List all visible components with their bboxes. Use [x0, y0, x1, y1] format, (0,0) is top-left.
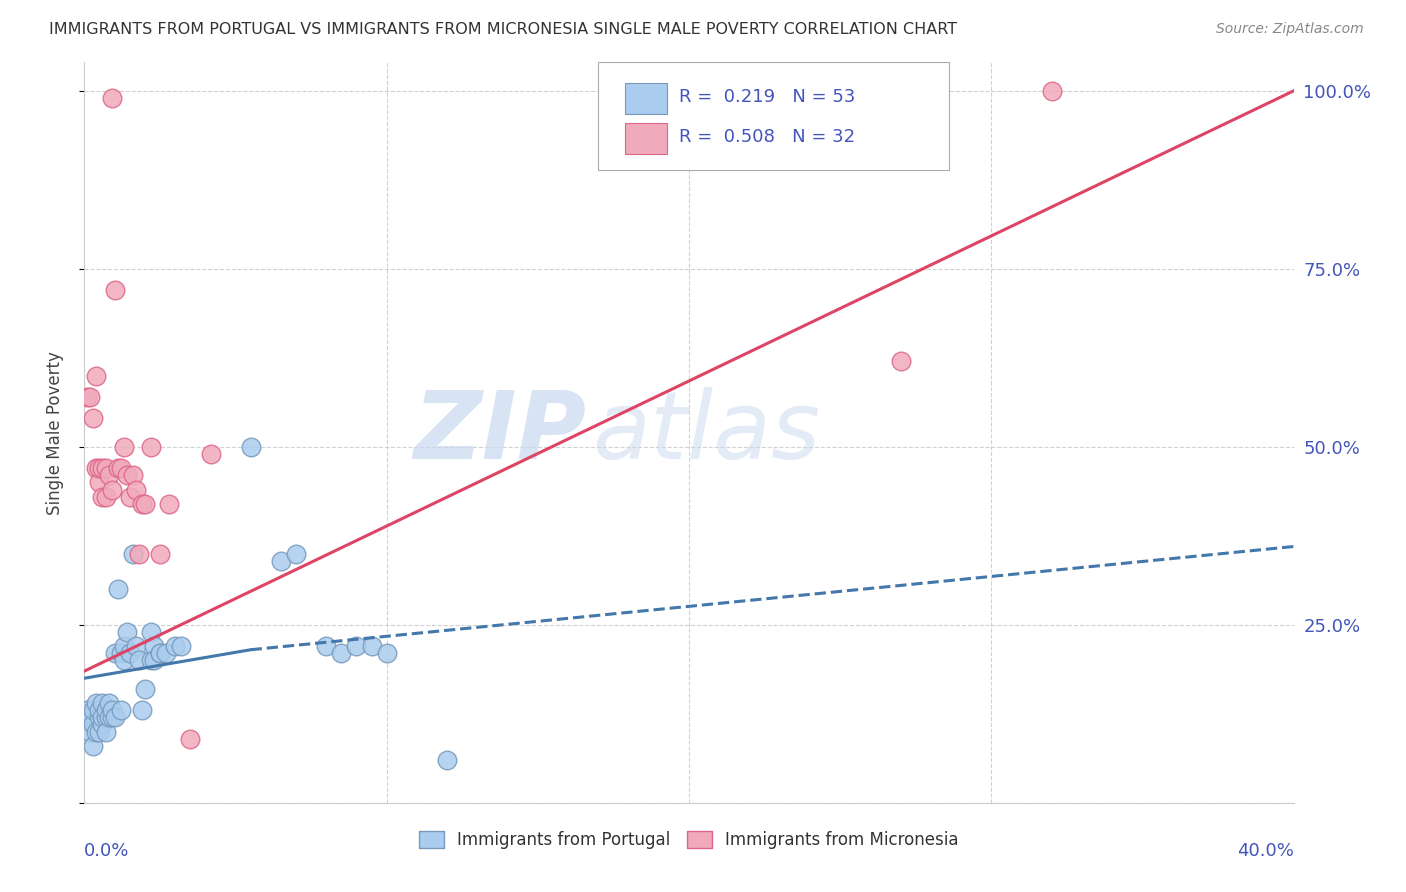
Point: [112, 653, 135, 667]
Point: [86, 368, 108, 383]
Text: Source: ZipAtlas.com: Source: ZipAtlas.com: [1216, 22, 1364, 37]
Point: [89, 461, 111, 475]
Point: [97, 710, 120, 724]
Point: [375, 646, 398, 660]
Point: [170, 639, 193, 653]
Point: [118, 490, 141, 504]
Point: [142, 639, 165, 653]
Point: [91, 717, 114, 731]
Point: [360, 639, 382, 653]
Point: [131, 497, 153, 511]
Point: [86, 696, 108, 710]
Point: [128, 547, 150, 561]
Point: [139, 624, 162, 639]
Point: [890, 354, 912, 368]
Point: [94, 490, 117, 504]
Text: atlas: atlas: [592, 387, 821, 478]
Point: [91, 710, 114, 724]
Legend: Immigrants from Portugal, Immigrants from Micronesia: Immigrants from Portugal, Immigrants fro…: [411, 822, 967, 857]
Point: [134, 681, 156, 696]
Point: [97, 468, 120, 483]
Point: [91, 461, 114, 475]
FancyBboxPatch shape: [599, 62, 949, 169]
FancyBboxPatch shape: [624, 83, 668, 114]
Point: [100, 91, 122, 105]
Point: [125, 483, 148, 497]
Point: [76, 390, 98, 404]
Point: [79, 390, 101, 404]
Point: [139, 653, 162, 667]
Point: [94, 724, 117, 739]
Point: [121, 547, 143, 561]
Point: [330, 646, 353, 660]
Point: [91, 490, 114, 504]
Text: 0.0%: 0.0%: [84, 842, 129, 860]
Point: [100, 483, 122, 497]
Point: [97, 696, 120, 710]
Point: [142, 653, 165, 667]
Point: [139, 440, 162, 454]
Point: [79, 710, 101, 724]
Point: [121, 468, 143, 483]
Point: [200, 447, 222, 461]
Point: [94, 703, 117, 717]
Point: [125, 639, 148, 653]
Point: [149, 646, 172, 660]
Point: [82, 703, 104, 717]
Point: [112, 440, 135, 454]
Y-axis label: Single Male Poverty: Single Male Poverty: [45, 351, 63, 515]
Point: [89, 724, 111, 739]
Point: [149, 646, 172, 660]
Point: [94, 461, 117, 475]
Point: [285, 547, 308, 561]
Text: 40.0%: 40.0%: [1237, 842, 1294, 860]
Point: [315, 639, 337, 653]
Point: [131, 703, 153, 717]
Point: [89, 710, 111, 724]
Point: [82, 411, 104, 425]
Point: [270, 554, 292, 568]
Point: [104, 646, 127, 660]
Point: [104, 283, 127, 297]
Point: [118, 646, 141, 660]
Point: [346, 639, 368, 653]
Point: [89, 703, 111, 717]
Point: [107, 461, 129, 475]
Point: [100, 710, 122, 724]
Point: [104, 710, 127, 724]
FancyBboxPatch shape: [624, 123, 668, 154]
Point: [86, 461, 108, 475]
Point: [110, 461, 132, 475]
Text: R =  0.508   N = 32: R = 0.508 N = 32: [679, 128, 855, 146]
Text: ZIP: ZIP: [413, 386, 586, 479]
Point: [155, 646, 177, 660]
Point: [107, 582, 129, 597]
Point: [100, 703, 122, 717]
Point: [239, 440, 262, 454]
Point: [110, 646, 132, 660]
Point: [165, 639, 187, 653]
Point: [94, 710, 117, 724]
Point: [115, 468, 138, 483]
Point: [86, 724, 108, 739]
Point: [91, 696, 114, 710]
Point: [79, 724, 101, 739]
Point: [89, 475, 111, 490]
Point: [436, 753, 458, 767]
Point: [82, 717, 104, 731]
Text: R =  0.219   N = 53: R = 0.219 N = 53: [679, 88, 856, 106]
Point: [76, 703, 98, 717]
Point: [134, 497, 156, 511]
Point: [1040, 84, 1063, 98]
Point: [112, 639, 135, 653]
Point: [149, 547, 172, 561]
Point: [128, 653, 150, 667]
Point: [115, 624, 138, 639]
Point: [82, 739, 104, 753]
Point: [110, 703, 132, 717]
Point: [157, 497, 180, 511]
Point: [179, 731, 201, 746]
Text: IMMIGRANTS FROM PORTUGAL VS IMMIGRANTS FROM MICRONESIA SINGLE MALE POVERTY CORRE: IMMIGRANTS FROM PORTUGAL VS IMMIGRANTS F…: [49, 22, 957, 37]
